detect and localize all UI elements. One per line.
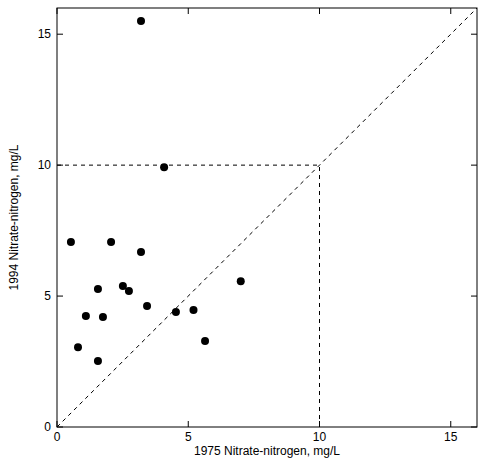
x-tick [57,8,58,14]
point [201,337,209,345]
x-axis-label: 1975 Nitrate-nitrogen, mg/L [194,444,340,458]
point [143,302,151,310]
y-tick [471,296,477,297]
y-tick [471,165,477,166]
threshold-line [319,165,320,427]
y-tick [471,427,477,428]
point [99,313,107,321]
y-tick-label: 5 [44,289,51,303]
x-tick [188,421,189,427]
frame [57,8,477,427]
point [94,285,102,293]
y-tick-label: 0 [44,420,51,434]
x-tick [450,8,451,14]
one-to-one-line [57,8,477,427]
chart: 0 5 10 15 0 5 10 15 1975 Nitrate-nitrogen, mg/L 1… [0,0,489,472]
point [94,357,102,365]
point [82,312,90,320]
threshold-line [57,165,320,166]
y-axis-label: 1994 Nitrate-nitrogen, mg/L [7,144,21,290]
x-tick-label: 10 [313,430,327,444]
y-tick-label: 15 [38,27,52,41]
y-tick-label: 10 [38,158,52,172]
y-tick [57,427,63,428]
x-tick [57,421,58,427]
point [125,287,133,295]
x-tick [188,8,189,14]
point [107,238,115,246]
x-tick [319,8,320,14]
point [237,277,245,285]
point [67,238,75,246]
x-tick-label: 15 [444,430,458,444]
point [172,308,180,316]
plot-area [57,8,477,427]
point [137,17,145,25]
y-tick [57,296,63,297]
point [137,248,145,256]
y-tick [57,165,63,166]
point [190,306,198,314]
x-tick-label: 5 [185,430,192,444]
point [160,163,168,171]
y-tick [57,34,63,35]
x-tick-label: 0 [54,430,61,444]
x-tick [319,421,320,427]
y-tick [471,34,477,35]
x-tick [450,421,451,427]
point [74,343,82,351]
